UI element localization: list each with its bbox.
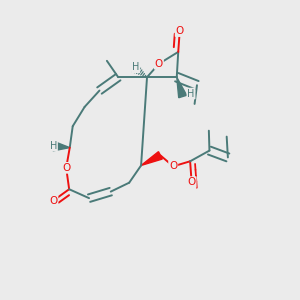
Text: H: H (132, 62, 140, 72)
Text: H: H (50, 140, 57, 151)
Text: H: H (187, 88, 195, 98)
Text: O: O (62, 163, 70, 173)
Polygon shape (177, 77, 187, 98)
Text: O: O (169, 161, 177, 171)
Text: O: O (155, 59, 163, 69)
Polygon shape (141, 152, 162, 166)
Text: O: O (49, 196, 58, 206)
Text: O: O (176, 26, 184, 36)
Polygon shape (53, 141, 70, 151)
Text: O: O (188, 177, 196, 187)
